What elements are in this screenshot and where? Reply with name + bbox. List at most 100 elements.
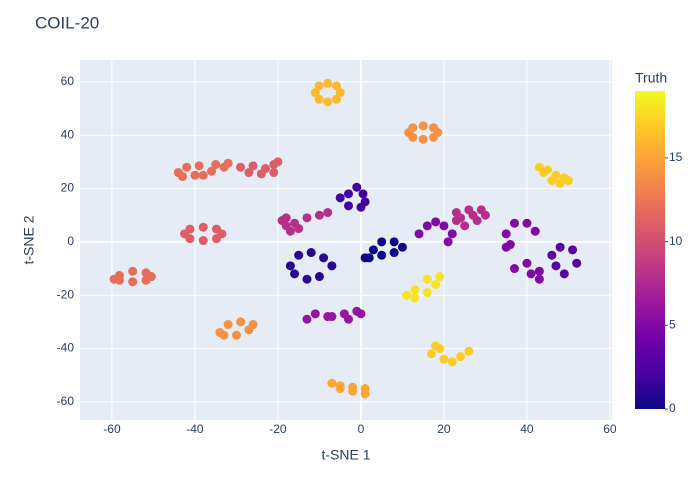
point <box>302 274 312 284</box>
point <box>302 314 312 324</box>
point <box>281 221 291 231</box>
point <box>368 245 378 255</box>
point <box>269 168 279 178</box>
point <box>389 237 399 247</box>
colorbar-tick-label: 5 <box>669 317 676 331</box>
point <box>431 280 441 290</box>
y-tick-label: 60 <box>61 74 75 88</box>
point <box>509 218 519 228</box>
point <box>422 288 432 298</box>
point <box>343 201 353 211</box>
point <box>314 272 324 282</box>
point <box>501 229 511 239</box>
point <box>568 245 578 255</box>
point <box>319 253 329 263</box>
point <box>410 293 420 303</box>
point <box>128 266 138 276</box>
point <box>190 170 200 180</box>
point <box>555 178 565 188</box>
point <box>141 275 151 285</box>
point <box>460 221 470 231</box>
point <box>439 221 449 231</box>
point <box>323 208 333 218</box>
point <box>114 275 124 285</box>
point <box>414 229 424 239</box>
point <box>551 261 561 271</box>
colorbar <box>635 91 665 409</box>
point <box>273 157 283 167</box>
point <box>530 226 540 236</box>
colorbar-tick-label: 10 <box>669 234 683 248</box>
point <box>397 242 407 252</box>
point <box>534 274 544 284</box>
point <box>358 189 368 199</box>
point <box>323 97 333 107</box>
point <box>212 234 222 244</box>
point <box>323 78 333 88</box>
point <box>335 88 345 98</box>
y-tick-label: 0 <box>67 234 74 248</box>
point <box>563 176 573 186</box>
point <box>429 123 439 133</box>
point <box>522 258 532 268</box>
point <box>526 269 536 279</box>
point <box>435 272 445 282</box>
point <box>402 290 412 300</box>
point <box>422 221 432 231</box>
point <box>207 166 217 176</box>
point <box>456 352 466 362</box>
point <box>443 237 453 247</box>
point <box>534 266 544 276</box>
colorbar-tick-label: 15 <box>669 150 683 164</box>
point <box>464 346 474 356</box>
point <box>377 250 387 260</box>
point <box>335 193 345 203</box>
point <box>364 253 374 263</box>
y-tick-label: -20 <box>57 287 75 301</box>
point <box>572 258 582 268</box>
x-axis-title: t-SNE 1 <box>321 447 370 463</box>
point <box>198 222 208 232</box>
point <box>456 213 466 223</box>
point <box>410 285 420 295</box>
y-tick-label: 40 <box>61 127 75 141</box>
point <box>141 268 151 278</box>
point <box>348 386 358 396</box>
point <box>356 309 366 319</box>
point <box>352 182 362 192</box>
point <box>435 344 445 354</box>
point <box>185 234 195 244</box>
y-tick-label: -40 <box>57 341 75 355</box>
colorbar-title: Truth <box>635 70 667 86</box>
y-axis-title: t-SNE 2 <box>21 215 37 264</box>
point <box>182 162 192 172</box>
point <box>522 218 532 228</box>
point <box>211 160 221 170</box>
x-tick-label: -60 <box>103 422 121 436</box>
point <box>314 94 324 104</box>
point <box>310 88 320 98</box>
point <box>555 242 565 252</box>
point <box>422 274 432 284</box>
point <box>236 162 246 172</box>
point <box>547 250 557 260</box>
point <box>212 224 222 234</box>
point <box>285 261 295 271</box>
point <box>468 210 478 220</box>
point <box>356 202 366 212</box>
point <box>256 169 266 179</box>
point <box>547 176 557 186</box>
x-tick-label: 40 <box>520 422 534 436</box>
point <box>310 309 320 319</box>
point <box>539 168 549 178</box>
point <box>128 277 138 287</box>
point <box>505 240 515 250</box>
point <box>429 132 439 142</box>
point <box>431 217 441 227</box>
point <box>418 134 428 144</box>
point <box>408 132 418 142</box>
point <box>331 94 341 104</box>
point <box>331 81 341 91</box>
point <box>194 161 204 171</box>
